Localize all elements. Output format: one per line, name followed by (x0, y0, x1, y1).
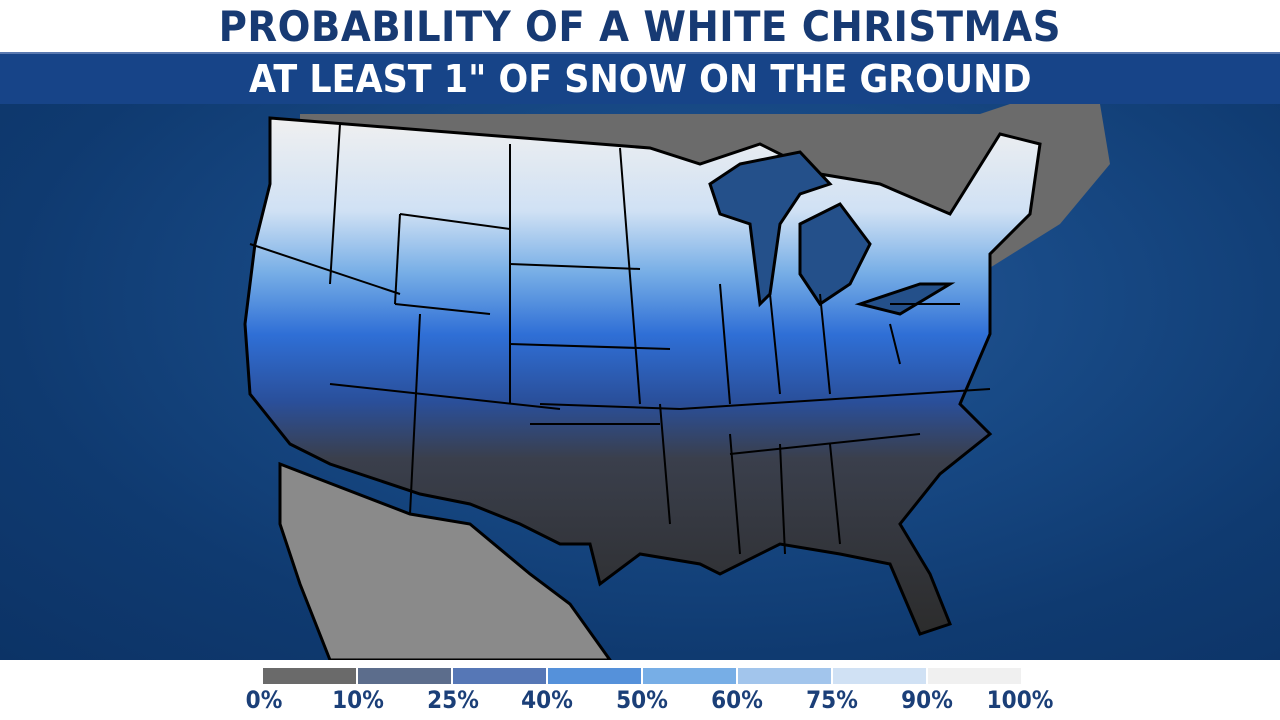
page-title: PROBABILITY OF A WHITE CHRISTMAS (0, 0, 1280, 52)
subtitle-text: AT LEAST 1" OF SNOW ON THE GROUND (248, 57, 1032, 101)
legend-label-40: 40% (521, 686, 573, 714)
mexico-land (278, 461, 612, 660)
legend-color-bar (263, 668, 1023, 684)
legend-swatch-60-75 (738, 668, 831, 684)
legend-label-90: 90% (901, 686, 953, 714)
title-text: PROBABILITY OF A WHITE CHRISTMAS (218, 2, 1062, 51)
legend-label-10: 10% (332, 686, 384, 714)
state-borders (249, 123, 991, 555)
us-map-graphic (243, 104, 1110, 660)
legend-label-25: 25% (427, 686, 479, 714)
legend-swatch-90-100 (928, 668, 1021, 684)
legend-swatch-10-25 (358, 668, 451, 684)
legend-labels: 0% 10% 25% 40% 50% 60% 75% 90% 100% (0, 684, 1280, 720)
snow-probability-map (0, 104, 1280, 660)
legend-label-75: 75% (806, 686, 858, 714)
legend-label-0: 0% (245, 686, 283, 714)
legend-swatch-75-90 (833, 668, 926, 684)
legend-label-60: 60% (711, 686, 763, 714)
legend-label-50: 50% (616, 686, 668, 714)
legend-label-100: 100% (986, 686, 1054, 714)
subtitle-banner: AT LEAST 1" OF SNOW ON THE GROUND (0, 52, 1280, 104)
legend-swatch-25-40 (453, 668, 546, 684)
legend-swatch-40-50 (548, 668, 641, 684)
legend-swatch-50-60 (643, 668, 736, 684)
legend-swatch-0-10 (263, 668, 356, 684)
lake-huron-erie (798, 202, 956, 316)
legend: 0% 10% 25% 40% 50% 60% 75% 90% 100% (0, 660, 1280, 720)
